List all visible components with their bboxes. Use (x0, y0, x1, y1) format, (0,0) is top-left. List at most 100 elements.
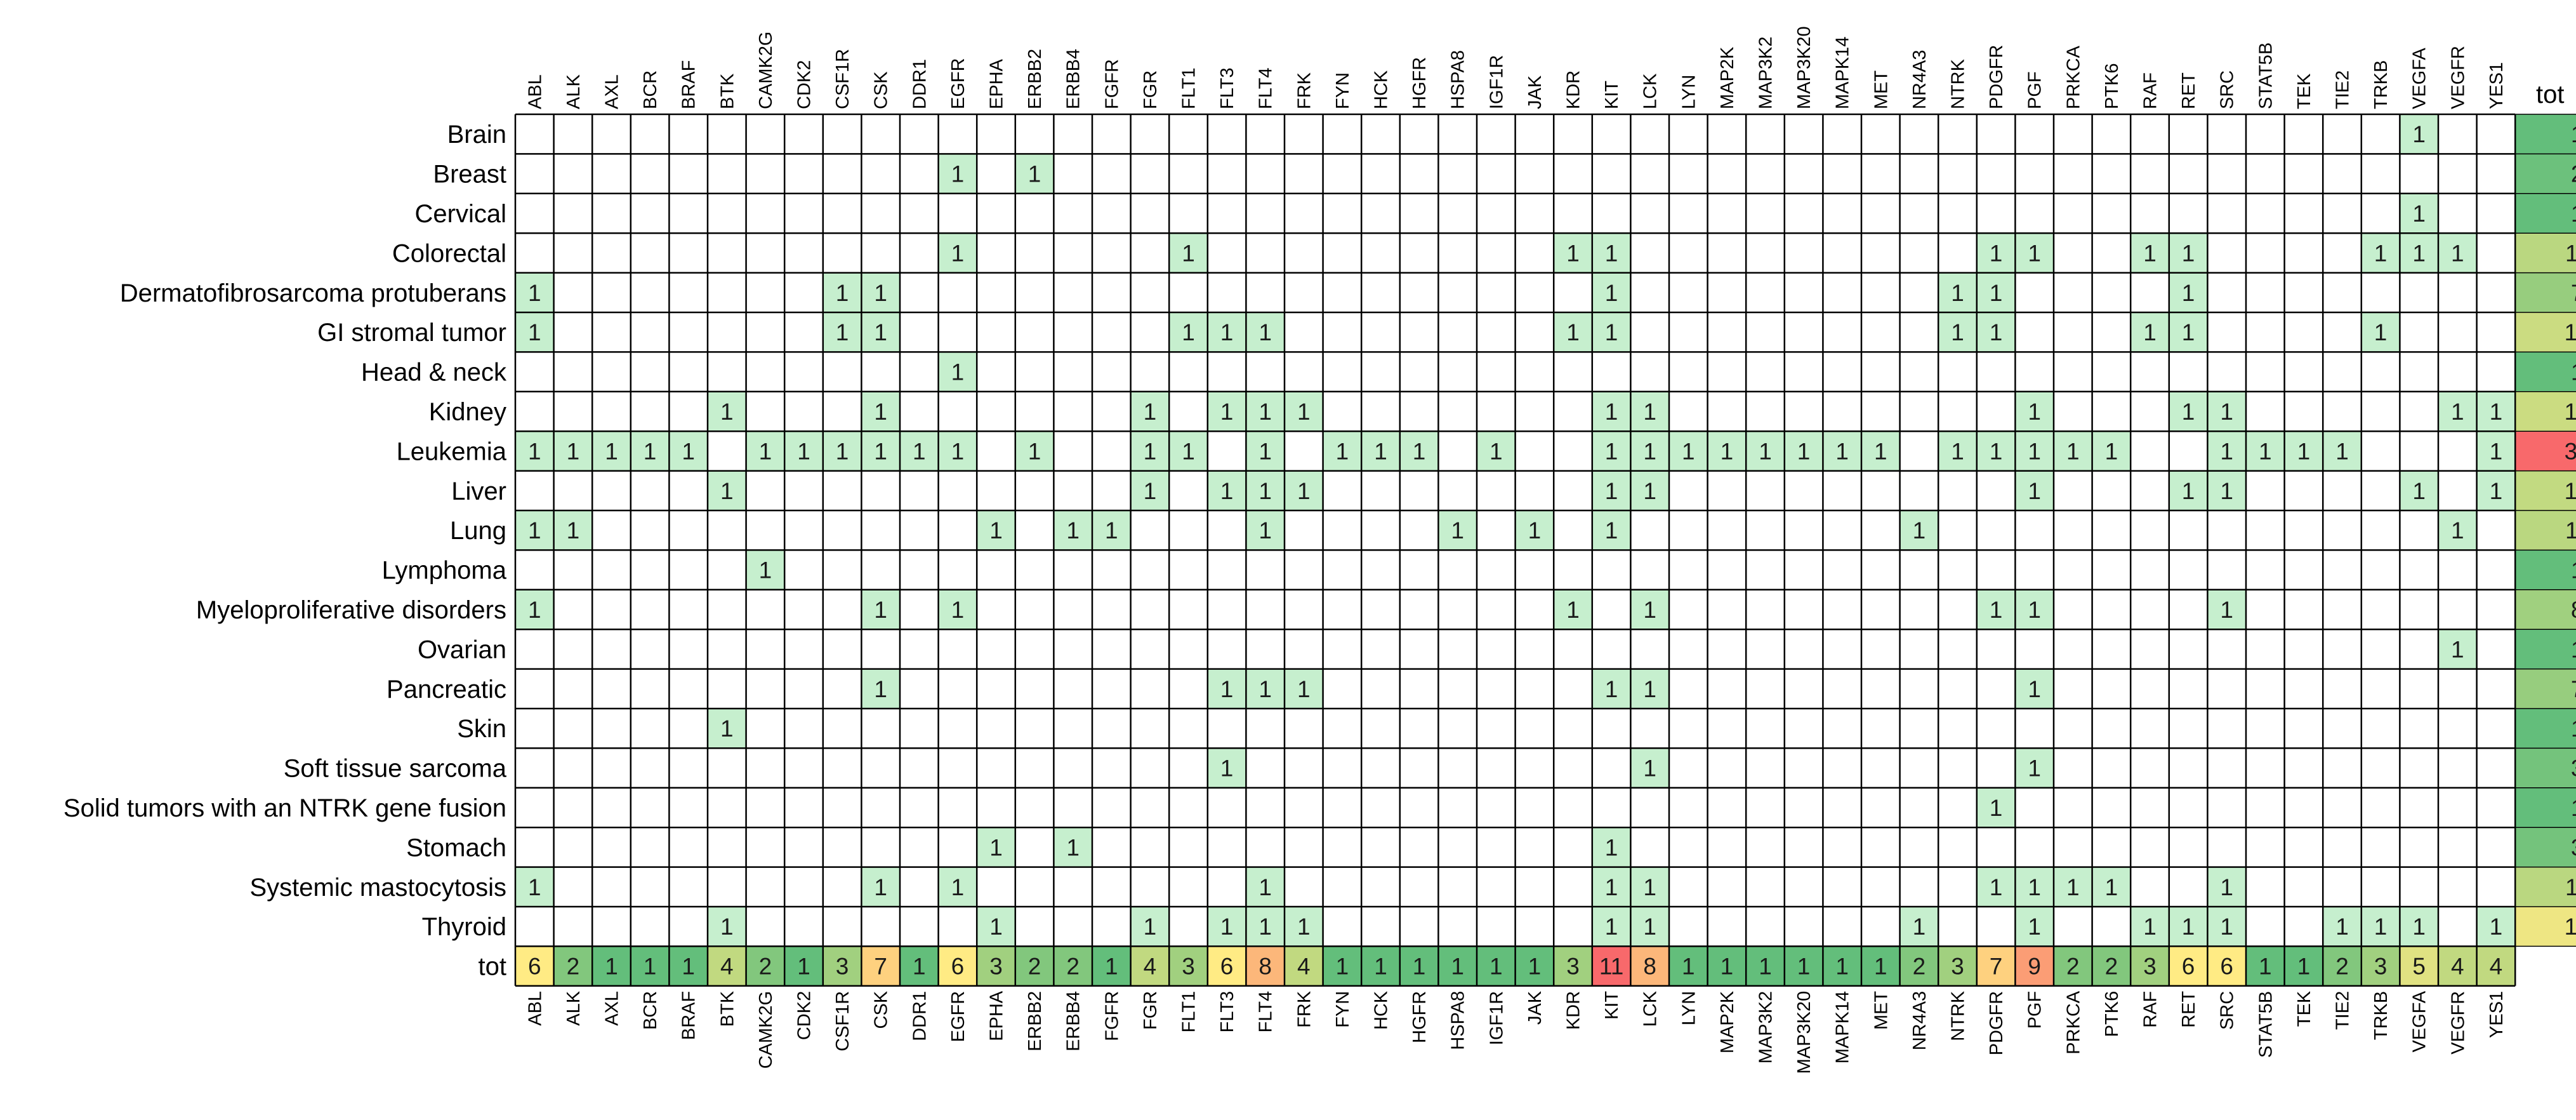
total-row-label: tot (479, 953, 506, 981)
cell-value-label: 1 (2066, 438, 2080, 464)
total-column-header: tot (2536, 81, 2564, 109)
column-label-top: BRAF (679, 60, 699, 109)
column-total-label: 4 (2451, 954, 2464, 980)
cell-value-label: 1 (2028, 597, 2041, 623)
column-total-cell (977, 946, 1015, 986)
cell-value-label: 1 (1643, 438, 1656, 464)
cell-value-label: 1 (874, 438, 887, 464)
column-label-bottom: ERBB4 (1064, 991, 1084, 1051)
heatmap-cell-gi-stromal-tumor-csf1r (822, 312, 862, 352)
column-total-cell (1938, 946, 1977, 986)
heatmap-cell-thyroid-flt4 (1246, 907, 1285, 947)
cell-value-label: 1 (1028, 161, 1041, 187)
cell-value-label: 1 (1182, 240, 1195, 266)
heatmap-cell-liver-ret (2169, 470, 2208, 510)
heatmap-cell-thyroid-epha (977, 907, 1015, 947)
cell-value-label: 1 (1566, 597, 1580, 623)
cell-value-label: 1 (1605, 478, 1618, 504)
cell-value-label: 1 (1990, 795, 2003, 821)
heatmap-cell-systemic-mastocytosis-prkca (2054, 867, 2092, 907)
heatmap-cell-thyroid-yes1 (2476, 907, 2516, 947)
column-total-label: 1 (1528, 954, 1542, 980)
cell-value-label: 1 (2490, 478, 2503, 504)
cell-value-label: 1 (1413, 438, 1426, 464)
heatmap-cell-systemic-mastocytosis-pgf (2015, 867, 2054, 907)
column-total-cell (1054, 946, 1092, 986)
column-total-cell (784, 946, 823, 986)
column-label-bottom: CAMK2G (756, 991, 776, 1069)
cell-value-label: 1 (1220, 399, 1234, 425)
column-total-cell (2246, 946, 2285, 986)
heatmap-cell-leukemia-flt4 (1246, 431, 1285, 471)
column-label-top: PTK6 (2102, 63, 2122, 109)
heatmap-cell-kidney-flt4 (1246, 391, 1285, 432)
row-label: Breast (433, 161, 506, 189)
column-total-label: 2 (2335, 954, 2349, 980)
column-label-top: FGFR (1102, 59, 1122, 109)
cell-value-label: 1 (2220, 874, 2233, 900)
heatmap-cell-leukemia-met (1861, 431, 1900, 471)
heatmap-cell-liver-yes1 (2476, 470, 2516, 510)
heatmap-cell-colorectal-vegfr (2438, 233, 2477, 273)
cell-value-label: 1 (1374, 438, 1387, 464)
row-total-label: 13 (2565, 399, 2576, 425)
cell-value-label: 1 (2412, 478, 2426, 504)
heatmap-cell-myeloproliferative-disorders-kdr (1554, 589, 1592, 630)
cell-value-label: 1 (2220, 399, 2233, 425)
column-total-label: 1 (1105, 954, 1118, 980)
column-label-bottom: TIE2 (2333, 991, 2353, 1030)
column-label-bottom: MAP3K2 (1756, 991, 1776, 1063)
column-total-cell (1323, 946, 1362, 986)
column-total-label: 1 (1336, 954, 1349, 980)
column-total-cell (900, 946, 939, 986)
row-total-label: 13 (2565, 319, 2576, 345)
heatmap-cell-leukemia-pdgfr (1976, 431, 2016, 471)
heatmap-cell-kidney-frk (1285, 391, 1323, 432)
heatmap-cell-leukemia-csk (861, 431, 900, 471)
cell-value-label: 1 (1258, 676, 1272, 702)
cell-value-label: 1 (2182, 319, 2195, 345)
heatmap-cell-colorectal-trkb (2361, 233, 2400, 273)
column-total-cell (1169, 946, 1208, 986)
column-total-cell (2169, 946, 2208, 986)
cell-value-label: 1 (2451, 636, 2464, 662)
heatmap-cell-lung-kit (1592, 510, 1631, 550)
column-label-top: CAMK2G (756, 32, 776, 109)
heatmap-cell-kidney-src (2207, 391, 2246, 432)
heatmap-cell-soft-tissue-sarcoma-flt3 (1207, 748, 1246, 788)
heatmap-cell-kidney-csk (861, 391, 900, 432)
column-label-top: STAT5B (2256, 43, 2276, 109)
column-label-top: BCR (640, 70, 661, 109)
cell-value-label: 1 (1144, 438, 1157, 464)
heatmap-cell-liver-kit (1592, 470, 1631, 510)
column-total-cell (1515, 946, 1554, 986)
heatmap-cell-thyroid-frk (1285, 907, 1323, 947)
column-total-label: 4 (1297, 954, 1311, 980)
row-total-label: 7 (2571, 280, 2576, 306)
column-total-label: 6 (528, 954, 541, 980)
cell-value-label: 1 (1643, 756, 1656, 782)
row-total-cell (2515, 391, 2576, 432)
row-total-label: 3 (2571, 756, 2576, 782)
heatmap-cell-colorectal-pgf (2015, 233, 2054, 273)
column-label-bottom: MET (1871, 991, 1891, 1030)
column-label-bottom: PTK6 (2102, 991, 2122, 1037)
heatmap-cell-leukemia-map3k20 (1784, 431, 1823, 471)
heatmap-cell-leukemia-kit (1592, 431, 1631, 471)
cell-value-label: 1 (2412, 121, 2426, 147)
cell-value-label: 1 (720, 914, 734, 940)
heatmap-cell-lung-epha (977, 510, 1015, 550)
heatmap-cell-thyroid-src (2207, 907, 2246, 947)
heatmap-cell-colorectal-flt1 (1169, 233, 1208, 273)
cell-value-label: 1 (1990, 280, 2003, 306)
column-total-cell (1438, 946, 1477, 986)
cell-value-label: 1 (836, 319, 849, 345)
column-total-label: 2 (1913, 954, 1926, 980)
cell-value-label: 1 (1605, 240, 1618, 266)
column-total-cell (1092, 946, 1131, 986)
heatmap-cell-gi-stromal-tumor-csk (861, 312, 900, 352)
heatmap-cell-kidney-flt3 (1207, 391, 1246, 432)
column-total-cell (1669, 946, 1708, 986)
row-total-cell (2515, 312, 2576, 352)
heatmap-cell-liver-btk (708, 470, 746, 510)
